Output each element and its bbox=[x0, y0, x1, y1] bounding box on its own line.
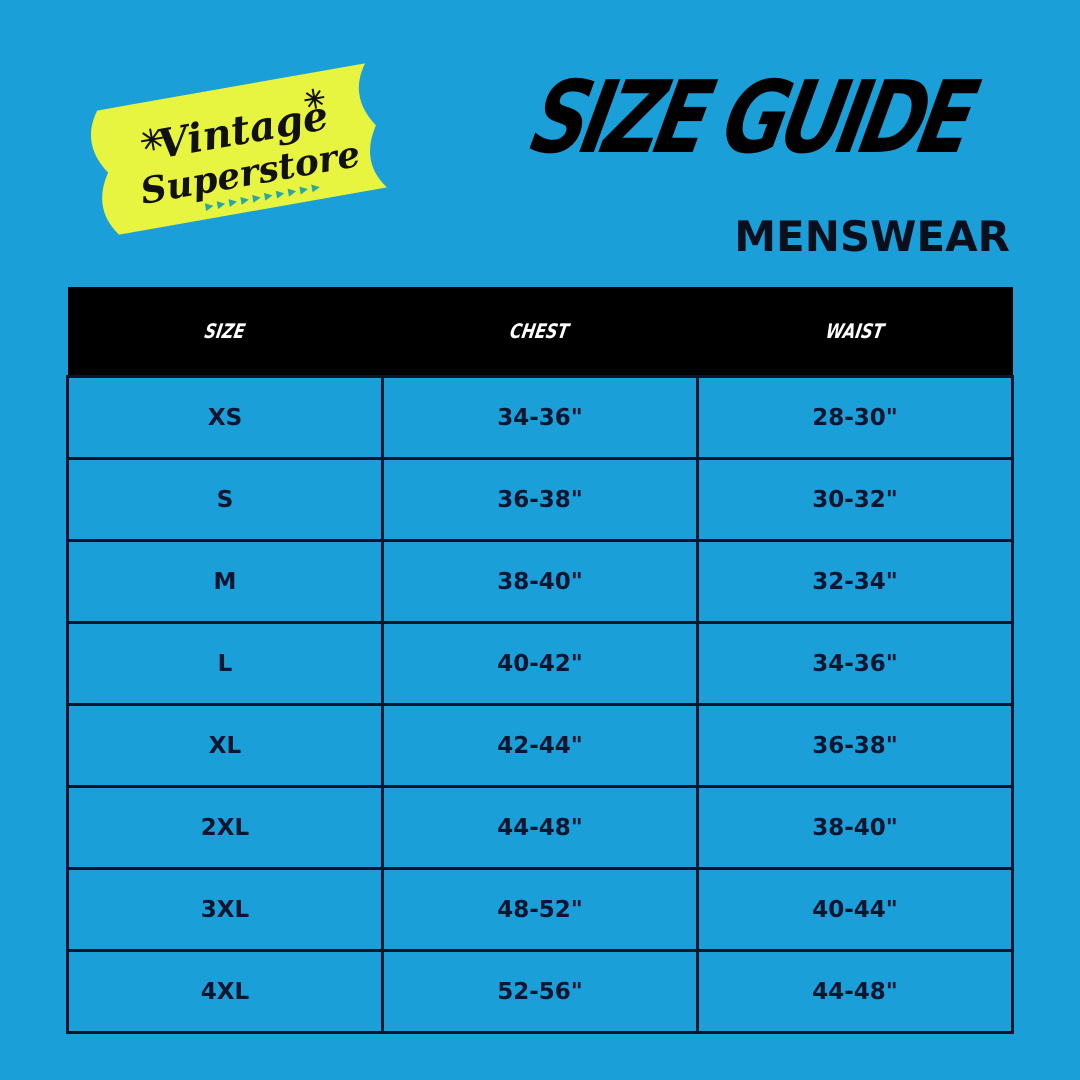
size-table: SIZE CHEST WAIST XS 34-36" 28-30" S 36-38" 30… bbox=[66, 287, 1014, 1034]
header-chest: CHEST bbox=[382, 287, 698, 377]
chest-cell: 38-40" bbox=[381, 539, 699, 624]
size-cell: L bbox=[66, 621, 384, 706]
waist-cell: 32-34" bbox=[696, 539, 1014, 624]
triangle-row-icon bbox=[204, 184, 320, 212]
table-header-row: SIZE CHEST WAIST bbox=[67, 287, 1013, 377]
table-row: 4XL 52-56" 44-48" bbox=[66, 949, 1014, 1034]
table-row: XS 34-36" 28-30" bbox=[66, 375, 1014, 460]
vintage-superstore-logo: Vintage Superstore bbox=[86, 46, 398, 252]
chest-cell: 44-48" bbox=[381, 785, 699, 870]
size-cell: M bbox=[66, 539, 384, 624]
chest-cell: 40-42" bbox=[381, 621, 699, 706]
waist-cell: 38-40" bbox=[696, 785, 1014, 870]
table-row: 3XL 48-52" 40-44" bbox=[66, 867, 1014, 952]
waist-cell: 34-36" bbox=[696, 621, 1014, 706]
waist-cell: 28-30" bbox=[696, 375, 1014, 460]
waist-cell: 30-32" bbox=[696, 457, 1014, 542]
page-title: SIZE GUIDE bbox=[522, 59, 982, 176]
waist-cell: 36-38" bbox=[696, 703, 1014, 788]
table-row: L 40-42" 34-36" bbox=[66, 621, 1014, 706]
size-cell: XS bbox=[66, 375, 384, 460]
chest-cell: 34-36" bbox=[381, 375, 699, 460]
waist-cell: 40-44" bbox=[696, 867, 1014, 952]
table-row: XL 42-44" 36-38" bbox=[66, 703, 1014, 788]
size-cell: 4XL bbox=[66, 949, 384, 1034]
header-size: SIZE bbox=[67, 287, 383, 377]
size-cell: XL bbox=[66, 703, 384, 788]
waist-cell: 44-48" bbox=[696, 949, 1014, 1034]
size-cell: S bbox=[66, 457, 384, 542]
header-waist: WAIST bbox=[697, 287, 1013, 377]
page-subtitle: MENSWEAR bbox=[734, 212, 1010, 261]
size-cell: 3XL bbox=[66, 867, 384, 952]
size-cell: 2XL bbox=[66, 785, 384, 870]
sparkle-icon bbox=[140, 88, 325, 151]
chest-cell: 48-52" bbox=[381, 867, 699, 952]
chest-cell: 52-56" bbox=[381, 949, 699, 1034]
table-row: 2XL 44-48" 38-40" bbox=[66, 785, 1014, 870]
table-row: S 36-38" 30-32" bbox=[66, 457, 1014, 542]
table-row: M 38-40" 32-34" bbox=[66, 539, 1014, 624]
chest-cell: 36-38" bbox=[381, 457, 699, 542]
chest-cell: 42-44" bbox=[381, 703, 699, 788]
